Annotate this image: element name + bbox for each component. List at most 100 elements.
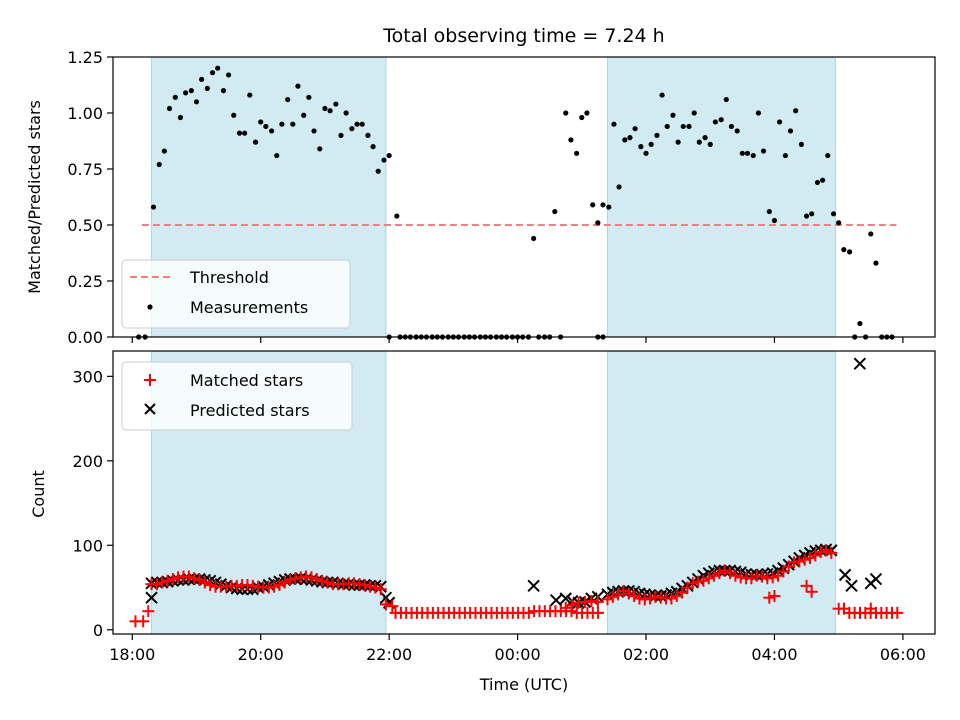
measurement-point [814,179,821,186]
matched-star-point [756,570,769,583]
measurement-point [627,135,633,141]
measurement-point [381,157,387,163]
top-y-tick-label: 0.25 [67,272,103,291]
measurement-point [327,108,333,114]
matched-star-point [800,579,813,592]
measurement-point [301,112,307,118]
top-y-tick-label: 0.75 [67,160,103,179]
matched-star-point [182,570,195,583]
measurement-point [279,121,285,127]
measurement-point [247,92,253,98]
measurement-point [370,144,376,150]
matched-star-point [142,605,155,618]
matched-star-point [198,576,211,589]
measurement-point [274,152,280,159]
matched-star-point [622,587,635,600]
matched-star-point [766,571,779,584]
measurement-point [702,135,708,141]
measurement-point [825,152,831,159]
measurement-point [225,72,232,78]
predicted-star-point [559,592,572,605]
measurement-point [375,168,381,174]
legend-matched-label: Matched stars [190,371,303,390]
measurement-point [798,141,805,147]
measurement-point [680,123,686,130]
measurement-point [766,208,772,215]
bottom-y-tick-label: 0 [93,621,103,640]
matched-star-point [718,564,731,577]
matched-star-point [798,553,811,566]
legend-predicted-label: Predicted stars [190,401,310,420]
measurement-point [787,128,794,134]
measurement-point [258,119,264,125]
matched-star-point [193,573,206,586]
measurement-point [322,105,328,112]
top-panel: 0.00 0.25 0.50 0.75 1.00 1.25 Total observing… [25,25,936,347]
predicted-star-point [527,579,540,593]
measurement-point [150,204,157,210]
measurement-point [654,132,660,138]
matched-star-point [686,577,699,590]
top-x-ticks [131,337,904,343]
matched-star-point [204,579,217,592]
measurement-point [776,119,783,125]
matched-star-point [606,590,619,603]
measurement-point [648,141,654,147]
legend-predicted-swatch [144,403,156,415]
measurement-point [215,65,221,71]
measurement-point [622,137,628,143]
top-y-tick-label: 0.00 [67,328,103,347]
matched-star-point [713,567,726,580]
top-y-tick-label: 0.50 [67,216,103,235]
matched-star-point [814,546,827,559]
measurement-point [252,139,259,145]
top-y-ticks: 0.00 0.25 0.50 0.75 1.00 1.25 [67,48,113,347]
matched-star-point [358,579,371,592]
matched-star-point [166,573,179,586]
measurement-point [199,76,205,82]
bottom-y-tick-label: 200 [72,452,103,471]
measurement-point [707,141,713,147]
measurement-point [728,123,735,130]
matched-star-point [891,606,904,619]
measurement-point [638,144,644,150]
measurement-point [606,204,612,210]
x-tick-label: 20:00 [238,645,284,664]
measurement-point [188,88,194,94]
matched-star-point [745,572,758,585]
x-tick-label: 22:00 [366,645,412,664]
measurement-point [295,83,301,89]
predicted-star-point [838,568,852,582]
matched-star-point [820,544,833,557]
measurement-point [172,94,178,100]
matched-star-point [310,573,323,586]
matched-star-point [284,573,297,586]
matched-star-point [268,580,281,593]
top-y-axis-label: Matched/Predicted stars [25,100,44,294]
matched-star-point [379,598,392,611]
matched-star-point [316,574,329,587]
matched-star-point [559,601,572,614]
legend-measurements-label: Measurements [190,298,308,317]
measurement-point [365,132,371,138]
matched-star-point [825,546,838,559]
measurement-point [820,177,826,183]
matched-star-point [763,591,776,604]
matched-star-point [708,569,721,582]
matched-star-point [665,592,678,605]
measurement-point [846,249,853,255]
measurement-point [718,117,724,123]
legend-measurements-swatch [147,304,153,310]
measurement-point [333,101,339,107]
matched-star-point [864,602,877,615]
measurement-point [675,139,681,145]
measurement-point [873,260,879,266]
matched-star-point [591,595,604,608]
predicted-star-point [869,572,883,586]
x-tick-label: 02:00 [623,645,669,664]
measurement-point [691,110,697,116]
measurement-point [755,110,761,116]
matched-stars-points [129,544,904,628]
matched-star-point [697,574,710,587]
measurement-point [563,110,569,116]
